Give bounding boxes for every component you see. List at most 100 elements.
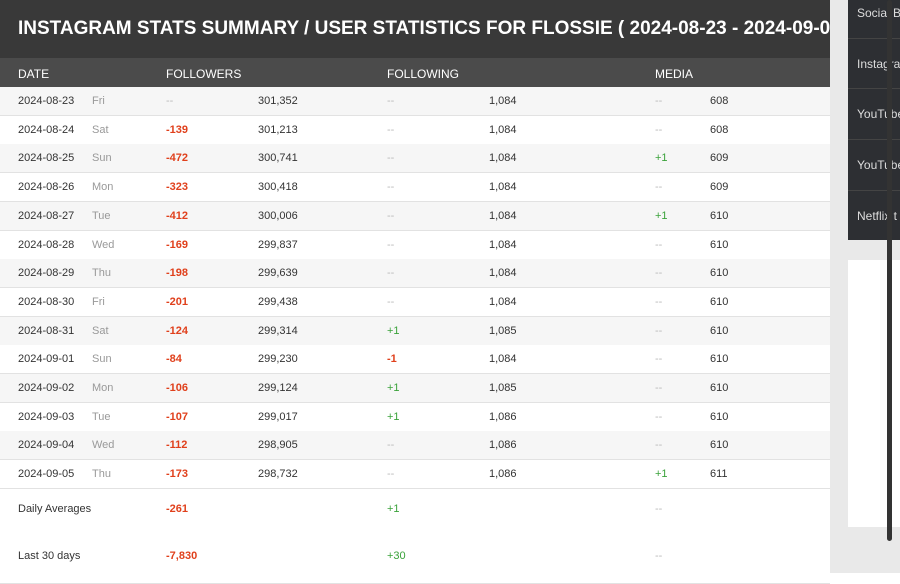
- following-change: --: [387, 95, 395, 107]
- following-total: 1,084: [489, 95, 517, 107]
- table-row: 2024-08-31 Sat -124 299,314 +1 1,085 -- 610: [0, 316, 830, 346]
- media-change: +1: [655, 209, 668, 222]
- weekday: Sat: [92, 324, 109, 337]
- date: 2024-09-01: [18, 353, 75, 366]
- sidebar-link[interactable]: YouTube: [857, 107, 900, 122]
- media-total: 609: [710, 181, 729, 194]
- followers-change: -139: [166, 123, 189, 136]
- followers-total: 299,837: [258, 238, 298, 251]
- followers-change: -198: [166, 267, 189, 280]
- followers-change: -201: [166, 295, 189, 308]
- followers-change: -169: [166, 238, 189, 251]
- followers-change: -412: [166, 209, 189, 222]
- date: 2024-09-04: [18, 439, 75, 452]
- media-change: --: [655, 410, 663, 423]
- date: 2024-08-29: [18, 267, 75, 280]
- media-total: 608: [710, 123, 729, 136]
- table-row: 2024-08-24 Sat -139 301,213 -- 1,084 -- 608: [0, 115, 830, 145]
- following-total: 1,084: [489, 181, 517, 194]
- page-title: INSTAGRAM STATS SUMMARY / USER STATISTIC…: [18, 18, 853, 39]
- weekday: Wed: [92, 439, 115, 452]
- table-row: 2024-09-02 Mon -106 299,124 +1 1,085 -- 610: [0, 374, 830, 403]
- media-total: 610: [710, 324, 729, 337]
- column-header: DATE: [18, 67, 50, 81]
- summary-value: -7,830: [166, 549, 198, 562]
- table-row: 2024-08-27 Tue -412 300,006 -- 1,084 +1 610: [0, 201, 830, 231]
- scrollbar[interactable]: [887, 0, 892, 541]
- date: 2024-09-05: [18, 468, 75, 481]
- table-row: 2024-08-28 Wed -169 299,837 -- 1,084 -- 610: [0, 230, 830, 260]
- media-total: 610: [710, 238, 729, 251]
- summary-value: +1: [387, 502, 400, 515]
- media-change: +1: [655, 468, 668, 481]
- followers-total: 299,639: [258, 267, 298, 280]
- following-change: --: [387, 439, 395, 452]
- date: 2024-09-03: [18, 410, 75, 423]
- column-header-row: DATE FOLLOWERS FOLLOWING MEDIA: [0, 58, 830, 87]
- followers-total: 298,732: [258, 468, 298, 481]
- following-total: 1,085: [489, 382, 517, 394]
- media-change: --: [655, 123, 663, 136]
- date: 2024-08-27: [18, 209, 75, 222]
- header-bar: INSTAGRAM STATS SUMMARY / USER STATISTIC…: [0, 0, 852, 58]
- following-total: 1,084: [489, 152, 517, 165]
- media-change: +1: [655, 152, 668, 165]
- summary-value: --: [655, 549, 663, 562]
- followers-change: -106: [166, 382, 189, 394]
- media-change: --: [655, 181, 663, 194]
- weekday: Tue: [92, 410, 111, 423]
- followers-total: 301,352: [258, 95, 298, 107]
- media-change: --: [655, 382, 663, 394]
- media-change: --: [655, 238, 663, 251]
- media-change: --: [655, 439, 663, 452]
- summary-value: -261: [166, 502, 189, 515]
- followers-total: 299,314: [258, 324, 298, 337]
- media-change: --: [655, 295, 663, 308]
- date: 2024-09-02: [18, 382, 75, 394]
- following-total: 1,084: [489, 353, 517, 366]
- weekday: Mon: [92, 181, 114, 194]
- following-change: --: [387, 267, 395, 280]
- table-row: 2024-08-30 Fri -201 299,438 -- 1,084 -- 610: [0, 287, 830, 317]
- table-row: 2024-09-03 Tue -107 299,017 +1 1,086 -- 610: [0, 402, 830, 432]
- summary-value: --: [655, 502, 663, 515]
- media-change: --: [655, 95, 663, 107]
- summary-label: Last 30 days: [18, 549, 81, 562]
- following-total: 1,084: [489, 238, 517, 251]
- followers-total: 300,418: [258, 181, 298, 194]
- followers-total: 299,438: [258, 295, 298, 308]
- followers-total: 301,213: [258, 123, 298, 136]
- media-total: 610: [710, 209, 729, 222]
- following-change: +1: [387, 324, 400, 337]
- weekday: Fri: [92, 295, 105, 308]
- sidebar-separator: [848, 37, 900, 39]
- weekday: Thu: [92, 468, 111, 481]
- followers-change: -84: [166, 353, 182, 366]
- sidebar-link[interactable]: YouTube: [857, 158, 900, 173]
- column-header: FOLLOWERS: [166, 67, 242, 81]
- table-row: 2024-09-05 Thu -173 298,732 -- 1,086 +1 611: [0, 460, 830, 490]
- following-change: --: [387, 123, 395, 136]
- followers-change: -107: [166, 410, 189, 423]
- sidebar-link[interactable]: Instagra: [857, 56, 900, 71]
- media-total: 611: [710, 468, 728, 481]
- date: 2024-08-31: [18, 324, 75, 337]
- table-row: 2024-09-04 Wed -112 298,905 -- 1,086 -- 610: [0, 431, 830, 461]
- weekday: Sun: [92, 353, 112, 366]
- weekday: Fri: [92, 95, 105, 107]
- media-total: 609: [710, 152, 729, 165]
- following-change: --: [387, 209, 395, 222]
- date: 2024-08-23: [18, 95, 75, 107]
- summary-value: +30: [387, 549, 406, 562]
- weekday: Wed: [92, 238, 115, 251]
- date: 2024-08-24: [18, 123, 75, 136]
- media-total: 608: [710, 95, 729, 107]
- column-header: MEDIA: [655, 67, 694, 81]
- sidebar-separator: [848, 139, 900, 141]
- table-row: 2024-08-25 Sun -472 300,741 -- 1,084 +1 609: [0, 144, 830, 174]
- date: 2024-08-25: [18, 152, 75, 165]
- sidebar-link[interactable]: Social B: [857, 6, 900, 20]
- followers-total: 300,741: [258, 152, 298, 165]
- followers-total: 299,124: [258, 382, 298, 394]
- following-total: 1,084: [489, 267, 517, 280]
